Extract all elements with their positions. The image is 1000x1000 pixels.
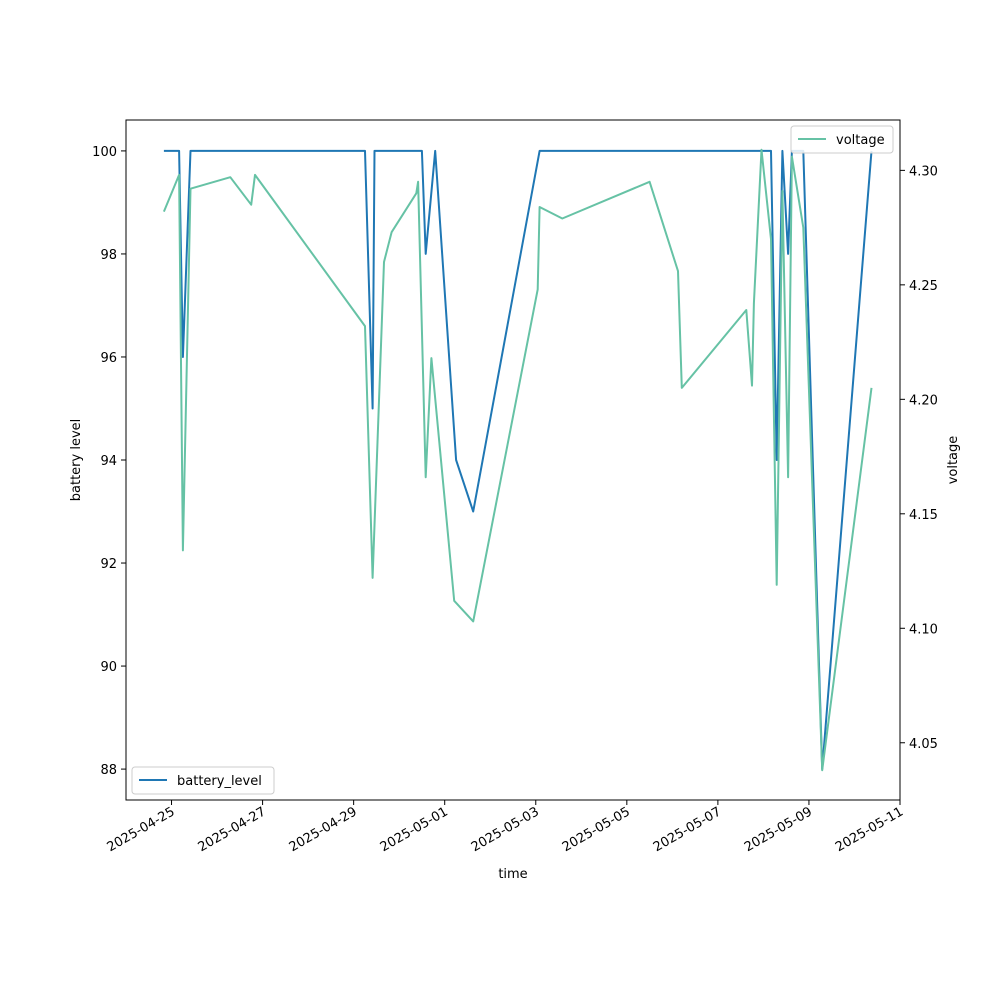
- x-axis: 2025-04-25 2025-04-27 2025-04-29 2025-05-01…: [105, 800, 906, 855]
- legend-battery-level: battery_level: [131, 766, 275, 795]
- x-tick-label: 2025-05-05: [560, 804, 633, 855]
- y-left-tick-label: 88: [100, 763, 117, 778]
- y-left-tick-label: 90: [100, 660, 117, 675]
- series-line-voltage: [162, 148, 873, 772]
- x-tick-label: 2025-05-03: [469, 804, 542, 855]
- x-tick-label: 2025-04-29: [287, 804, 360, 855]
- series-line-battery-level: [163, 149, 873, 771]
- x-tick-label: 2025-05-11: [833, 804, 906, 855]
- y-left-tick-label: 96: [100, 351, 117, 366]
- legend-voltage-label: voltage: [836, 133, 885, 148]
- y-left-tick-label: 98: [100, 248, 117, 263]
- x-tick-label: 2025-05-07: [651, 804, 724, 855]
- y-axis-right-title: voltage: [946, 436, 961, 485]
- y-right-tick-label: 4.10: [909, 622, 938, 637]
- y-right-tick-label: 4.30: [909, 164, 938, 179]
- y-axis-left-title: battery level: [69, 419, 84, 502]
- x-axis-title: time: [498, 867, 527, 882]
- y-axis-left: 88 90 92 94 96 98 100: [92, 145, 126, 778]
- y-left-tick-label: 92: [100, 557, 117, 572]
- x-tick-label: 2025-05-01: [378, 804, 451, 855]
- y-right-tick-label: 4.20: [909, 393, 938, 408]
- y-right-tick-label: 4.15: [909, 508, 938, 523]
- y-left-tick-label: 100: [92, 145, 117, 160]
- x-tick-label: 2025-05-09: [742, 804, 815, 855]
- legend-battery-level-label: battery_level: [177, 774, 262, 789]
- y-axis-right: 4.05 4.10 4.15 4.20 4.25 4.30: [900, 164, 938, 752]
- x-tick-label: 2025-04-25: [105, 804, 178, 855]
- y-right-tick-label: 4.05: [909, 737, 938, 752]
- plot-lines: [162, 148, 873, 772]
- x-tick-label: 2025-04-27: [196, 804, 269, 855]
- y-right-tick-label: 4.25: [909, 279, 938, 294]
- y-left-tick-label: 94: [100, 454, 117, 469]
- legend-voltage: voltage: [790, 125, 894, 154]
